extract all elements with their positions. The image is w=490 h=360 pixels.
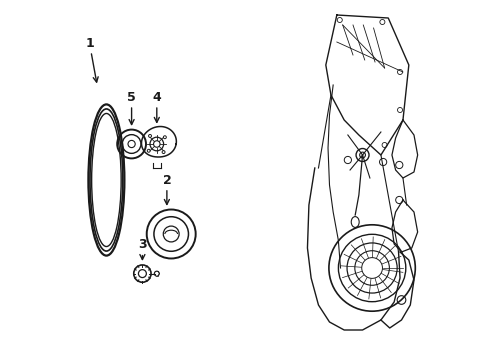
- Text: 3: 3: [138, 238, 147, 260]
- Text: 2: 2: [163, 174, 172, 204]
- Text: 4: 4: [152, 91, 161, 122]
- Text: 1: 1: [85, 37, 98, 82]
- Text: 5: 5: [127, 91, 136, 125]
